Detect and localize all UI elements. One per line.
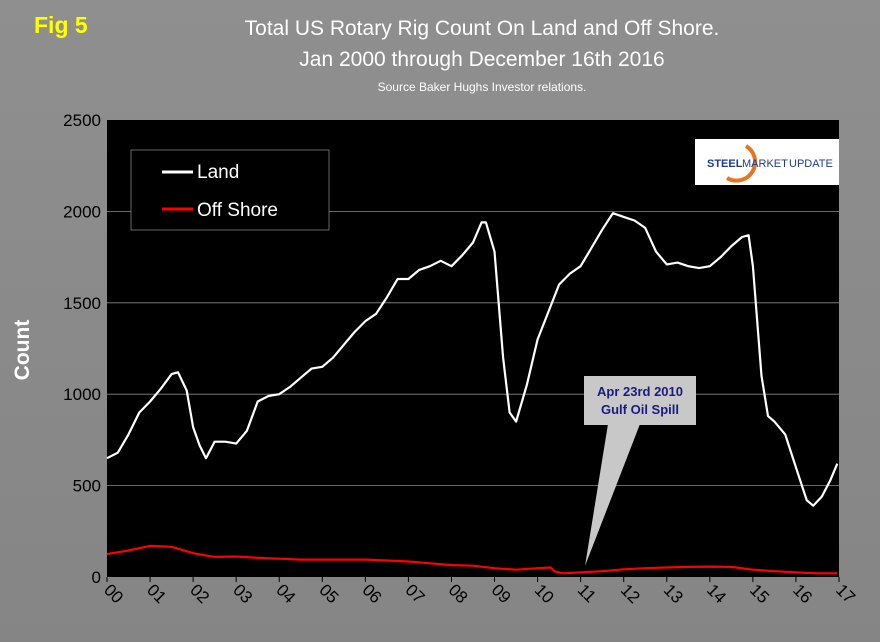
x-tick-label: 07 [402,580,429,607]
x-tick-label: 14 [703,580,730,607]
y-tick-label: 0 [92,568,101,587]
y-axis-label: Count [11,320,34,381]
x-tick-label: 16 [789,580,816,607]
figure-label: Fig 5 [34,12,88,38]
chart-source: Source Baker Hughs Investor relations. [378,80,587,94]
callout-pointer [585,424,640,566]
x-tick-labels: 00 01 02 03 04 05 06 07 08 09 10 11 12 13 14 15 16 17 [100,577,859,607]
chart-title: Total US Rotary Rig Count On Land and Of… [245,17,720,40]
logo-swoosh-icon [725,144,758,183]
x-tick-label: 13 [660,580,687,607]
y-tick-label: 2500 [63,111,101,130]
y-tick-label: 2000 [63,202,101,221]
x-tick-label: 02 [186,580,213,607]
y-tick-label: 1500 [63,294,101,313]
callout-box [584,376,696,425]
x-tick-label: 05 [315,580,342,607]
y-tick-labels: 0 500 1000 1500 2000 2500 [63,111,101,587]
x-tick-label: 12 [617,580,644,607]
legend-label-offshore: Off Shore [197,200,278,221]
x-tick-label: 01 [143,580,170,607]
x-tick-label: 09 [488,580,515,607]
callout-date: Apr 23rd 2010 [597,384,683,399]
logo-word-market: MARKET [742,158,788,170]
x-tick-label: 06 [359,580,386,607]
logo-word-steel: STEEL [707,158,743,170]
x-tick-label: 03 [229,580,256,607]
logo-background [695,139,839,185]
x-tick-label: 17 [832,580,859,607]
legend: Land Off Shore [130,149,330,231]
x-tick-label: 15 [746,580,773,607]
x-tick-label: 04 [272,580,299,607]
x-tick-label: 11 [574,580,600,606]
y-tick-label: 1000 [63,385,101,404]
x-tick-label: 00 [100,580,127,607]
legend-label-land: Land [197,162,239,183]
callout-event: Gulf Oil Spill [601,402,679,417]
chart-subtitle: Jan 2000 through December 16th 2016 [299,48,664,71]
series-line-land [106,212,839,507]
legend-box [130,149,330,231]
steel-market-update-logo: STEEL MARKET UPDATE [695,139,839,185]
y-tick-label: 500 [73,477,101,496]
logo-word-update: UPDATE [789,158,833,170]
x-tick-label: 10 [531,580,558,607]
oil-spill-callout: Apr 23rd 2010 Gulf Oil Spill [584,376,696,566]
series-line-offshore [106,544,838,575]
x-tick-label: 08 [445,580,472,607]
